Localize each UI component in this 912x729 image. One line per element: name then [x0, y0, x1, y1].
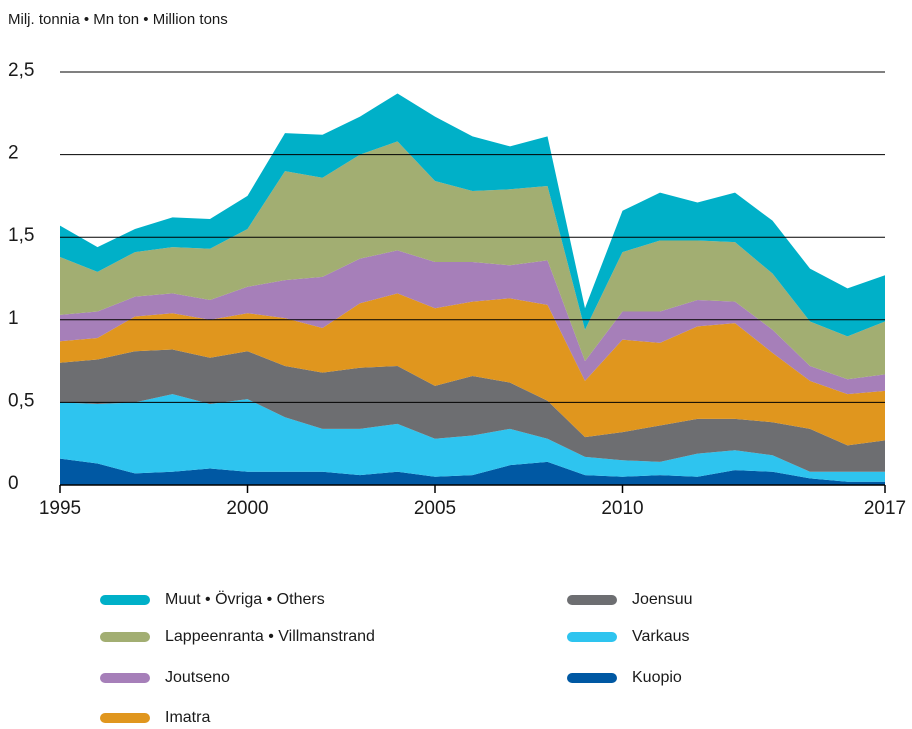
y-tick-label: 1,5 [8, 225, 34, 246]
area [60, 293, 885, 446]
legend-label: Kuopio [632, 669, 682, 686]
legend-label: Joutseno [165, 669, 230, 686]
y-tick-label: 2,5 [8, 60, 34, 81]
legend-label: Imatra [165, 709, 210, 726]
y-tick-label: 2 [8, 143, 19, 164]
y-tick-label: 0 [8, 473, 19, 494]
area [60, 349, 885, 472]
area [60, 458, 885, 485]
y-axis-label: Milj. tonnia • Mn ton • Million tons [8, 11, 228, 28]
x-tick-label: 2005 [414, 498, 456, 519]
area [60, 141, 885, 380]
legend-label: Joensuu [632, 591, 693, 608]
area [60, 394, 885, 482]
area [60, 250, 885, 395]
legend-label: Muut • Övriga • Others [165, 590, 325, 608]
legend-label: Varkaus [632, 628, 690, 645]
y-tick-label: 0,5 [8, 390, 34, 411]
x-tick-label: 2017 [864, 498, 906, 519]
x-tick-label: 2000 [226, 498, 268, 519]
area [60, 93, 885, 337]
x-tick-label: 1995 [39, 498, 81, 519]
legend-label: Lappeenranta • Villmanstrand [165, 628, 375, 645]
y-tick-label: 1 [8, 308, 19, 329]
x-tick-label: 2010 [601, 498, 643, 519]
